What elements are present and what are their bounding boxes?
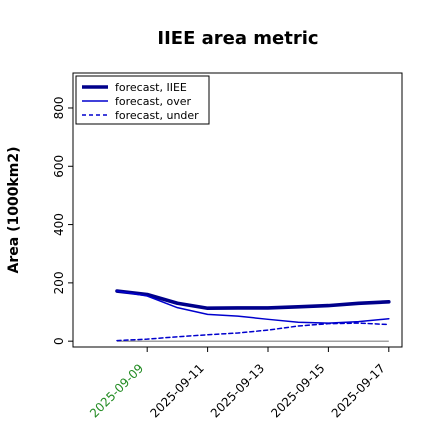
y-tick-label: 800 <box>52 97 66 120</box>
y-tick-label: 200 <box>52 271 66 294</box>
legend: forecast, IIEE forecast, over forecast, … <box>75 75 210 125</box>
x-tick-label: 2025-09-11 <box>148 361 207 420</box>
legend-label-over: forecast, over <box>115 95 191 108</box>
x-tick-label: 2025-09-09 <box>87 361 146 420</box>
series-line-under <box>116 322 390 342</box>
legend-box <box>75 75 210 125</box>
y-tick-label: 600 <box>52 155 66 178</box>
legend-label-iiee: forecast, IIEE <box>115 81 187 94</box>
y-tick-label: 400 <box>52 213 66 236</box>
x-axis: 2025-09-09 2025-09-11 2025-09-13 2025-09-15… <box>87 347 390 420</box>
chart-title: IIEE area metric <box>157 28 318 49</box>
legend-label-under: forecast, under <box>115 109 199 122</box>
plot-area <box>72 72 403 348</box>
series-lines <box>115 289 391 342</box>
series-line-iiee <box>115 289 391 311</box>
x-tick-label: 2025-09-13 <box>208 361 267 420</box>
x-tick-label: 2025-09-17 <box>329 361 388 420</box>
x-tick-label: 2025-09-15 <box>268 361 327 420</box>
series-line-over <box>116 290 390 324</box>
y-axis-label: Area (1000km2) <box>6 147 22 274</box>
y-axis: 0 200 400 600 800 <box>52 97 73 345</box>
y-tick-label: 0 <box>52 337 66 345</box>
